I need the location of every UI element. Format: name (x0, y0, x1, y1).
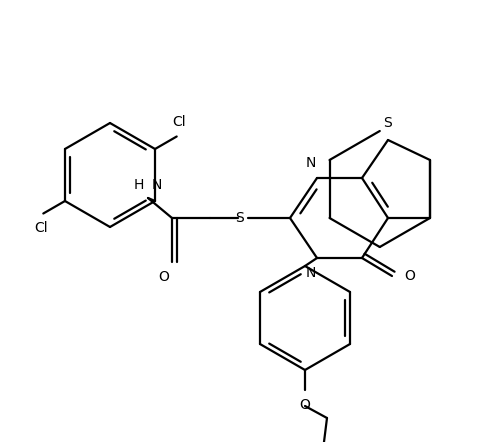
Text: N: N (152, 178, 162, 192)
Text: H: H (134, 178, 144, 192)
Text: S: S (236, 211, 244, 225)
Text: O: O (300, 398, 310, 412)
Text: S: S (384, 116, 392, 130)
Text: O: O (158, 270, 170, 284)
Text: Cl: Cl (34, 221, 48, 236)
Text: O: O (404, 269, 415, 283)
Text: N: N (306, 266, 316, 280)
Text: N: N (306, 156, 316, 170)
Text: Cl: Cl (172, 114, 186, 129)
